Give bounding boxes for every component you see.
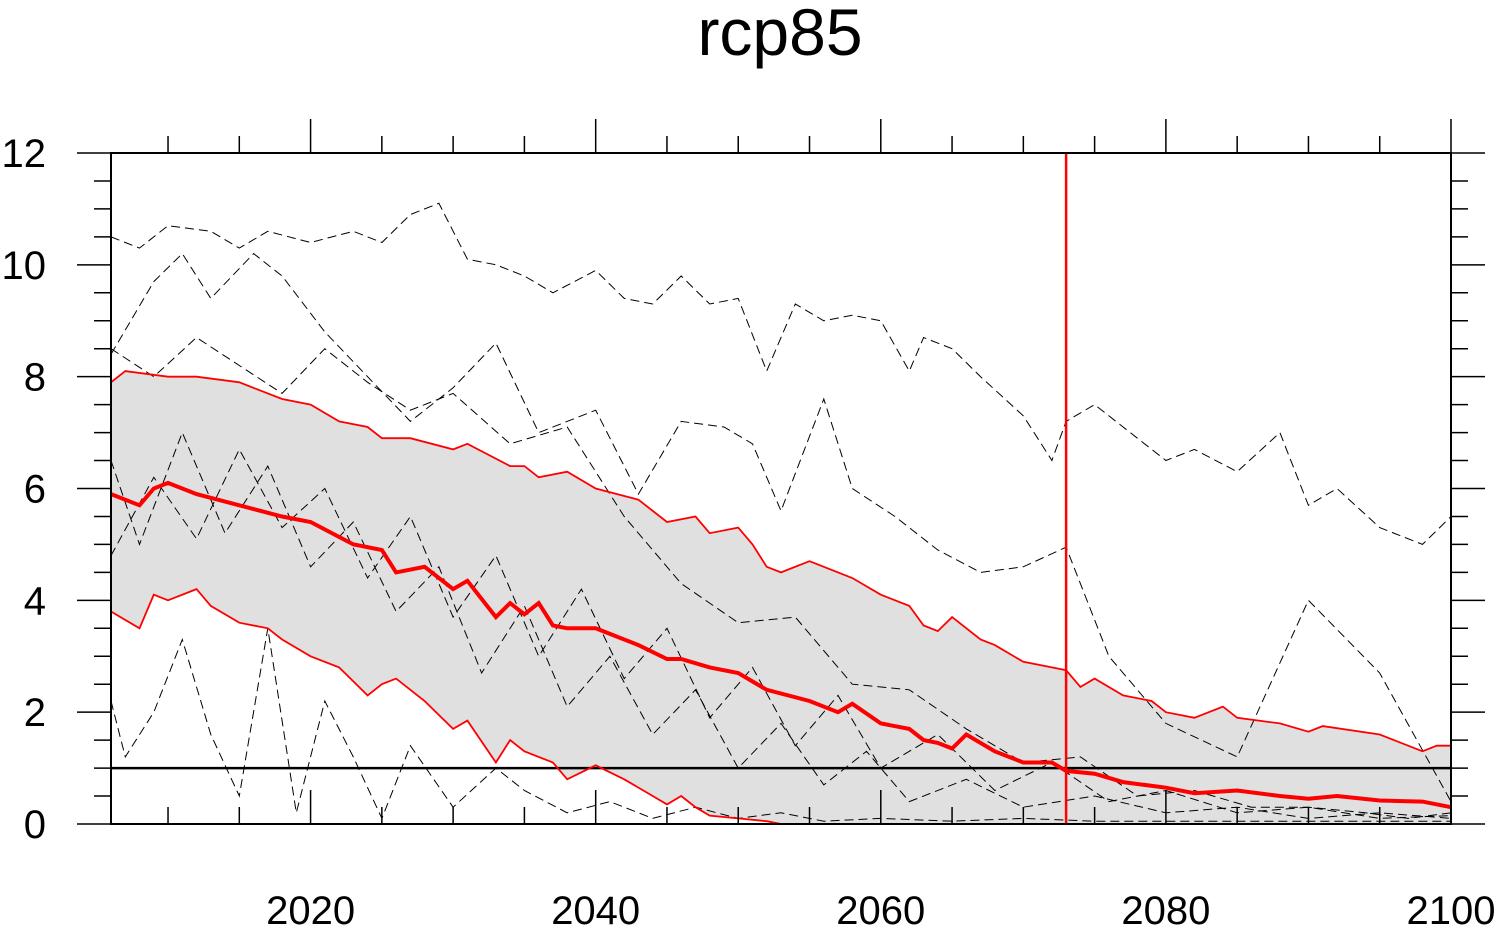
y-tick-label: 4 [24,579,46,623]
lower-bound-line [110,588,1451,825]
ensemble-member-6 [110,448,1452,819]
y-tick-label: 0 [24,803,46,847]
x-tick-label: 2100 [1407,889,1496,925]
ensemble-member-2 [110,252,1452,802]
x-tick-label: 2040 [551,889,640,925]
x-tick-label: 2020 [266,889,355,925]
y-tick-label: 2 [24,691,46,735]
ensemble-member-1 [110,202,1452,545]
ensemble-member-3 [110,628,1451,822]
y-tick-label: 8 [24,356,46,400]
upper-bound-line [110,370,1451,753]
y-tick-label: 6 [24,468,46,512]
spread-band-area [111,371,1451,824]
spread-band [111,371,1451,824]
ensemble-member-4 [110,336,1452,819]
y-tick-label: 10 [2,244,47,288]
axes: 2020 2040 2060 2080 2100 0 2 4 6 8 10 12 [2,119,1496,925]
chart-title: rcp85 [697,0,863,69]
y-tick-label: 12 [2,132,47,176]
x-tick-label: 2080 [1121,889,1210,925]
mean-line [110,480,1452,810]
summary-lines [110,153,1452,825]
x-tick-label: 2060 [836,889,925,925]
